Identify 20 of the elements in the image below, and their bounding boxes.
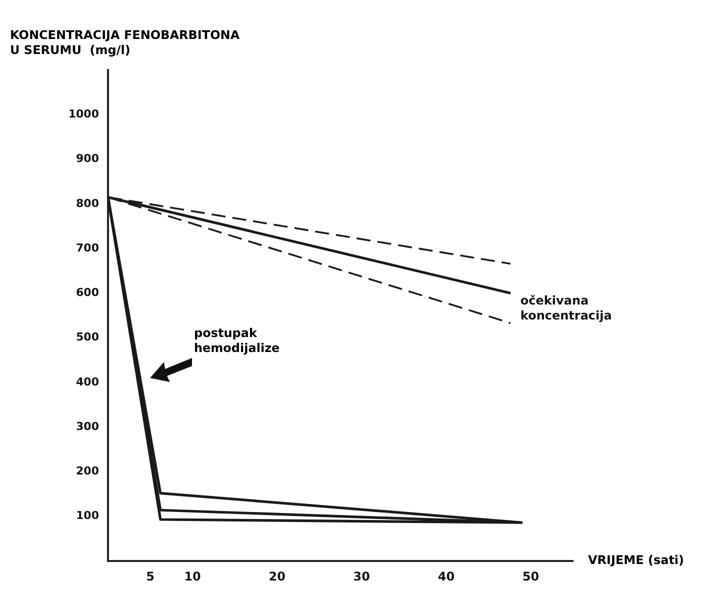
y-tick-label: 300	[76, 420, 100, 433]
y-tick-label: 500	[76, 330, 100, 344]
y-tick-label: 900	[76, 152, 100, 166]
y-tick-label: 800	[76, 196, 100, 210]
x-axis-title: VRIJEME (sati)	[588, 553, 684, 567]
y-axis-title: KONCENTRACIJA FENOBARBITONA U SERUMU (mg/l)	[10, 28, 240, 58]
x-tick-label: 5	[146, 569, 154, 584]
y-tick-label: 200	[76, 464, 100, 478]
annotation: očekivana koncentracija	[520, 293, 612, 322]
y-tick-label: 100	[76, 509, 100, 522]
x-tick-label: 50	[522, 569, 540, 584]
x-tick-label: 40	[438, 569, 455, 584]
y-tick-label: 1000	[68, 107, 100, 120]
y-tick-label: 600	[76, 286, 100, 300]
x-tick-label: 30	[353, 569, 370, 584]
x-tick-label: 10	[184, 569, 201, 584]
x-tick-label: 20	[268, 569, 286, 584]
y-tick-label: 700	[76, 241, 100, 254]
annotation: postupak hemodijalize	[194, 326, 281, 356]
y-tick-label: 400	[76, 375, 100, 388]
